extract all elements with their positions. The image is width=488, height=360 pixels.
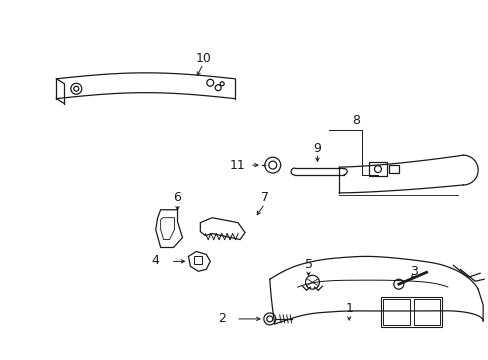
Text: 9: 9: [313, 142, 321, 155]
Bar: [368, 162, 386, 176]
Text: 4: 4: [151, 254, 159, 267]
Bar: [388, 165, 398, 173]
Bar: [194, 256, 202, 264]
Text: 6: 6: [173, 192, 181, 204]
Text: 3: 3: [409, 265, 417, 278]
Text: 2: 2: [218, 312, 225, 325]
Text: 10: 10: [195, 53, 211, 66]
Bar: [413, 299, 440, 325]
Text: 5: 5: [304, 258, 312, 271]
Text: 8: 8: [351, 114, 359, 127]
Text: 7: 7: [260, 192, 268, 204]
Bar: [382, 299, 409, 325]
Bar: [380, 297, 442, 327]
Text: 1: 1: [345, 302, 352, 315]
Text: 11: 11: [229, 159, 244, 172]
